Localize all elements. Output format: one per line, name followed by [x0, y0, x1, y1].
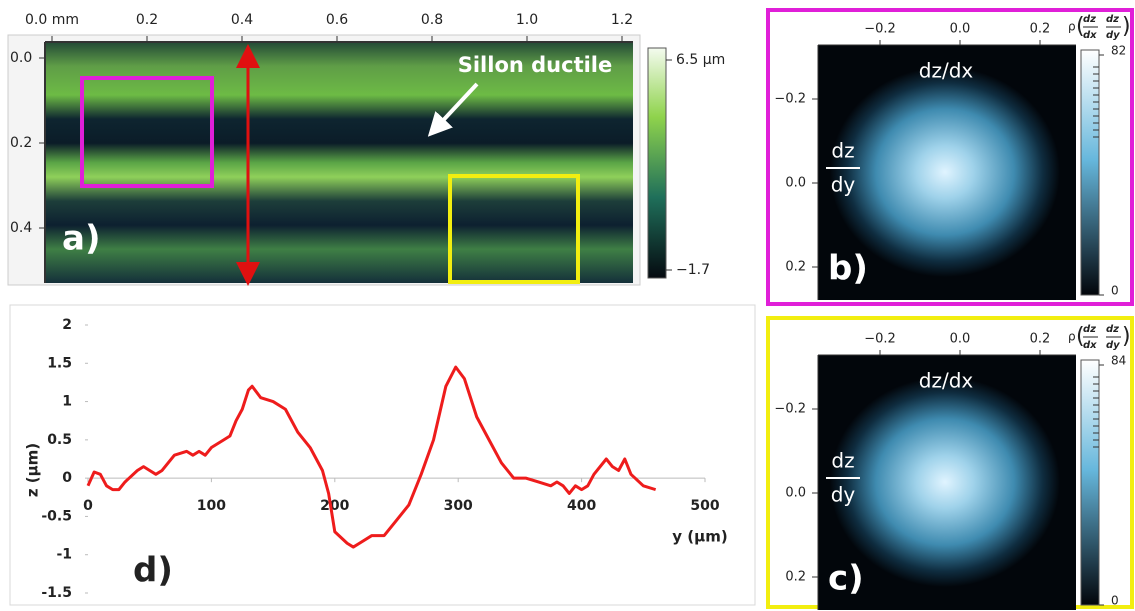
panel-label: c): [828, 559, 864, 599]
panel-frame: [9, 304, 756, 606]
axis-title: dy: [831, 173, 856, 197]
colorbar-title: ρ: [1068, 20, 1076, 34]
x-tick-label: 500: [690, 498, 719, 514]
y-tick-label: 0.0: [10, 50, 32, 66]
y-tick-label: 0.2: [785, 260, 806, 275]
heatmap-blob: [830, 377, 1060, 587]
y-tick-label: 0.2: [785, 570, 806, 585]
x-tick-label: 0.0: [950, 22, 971, 37]
axis-title: y (µm): [672, 528, 727, 546]
x-tick-label: 0.2: [1030, 22, 1051, 37]
x-tick-label: 0.8: [421, 12, 443, 28]
y-tick-label: 1: [62, 394, 72, 410]
panel-label: d): [133, 551, 173, 591]
height-map: [45, 42, 633, 283]
x-tick-label: 1.2: [611, 12, 633, 28]
paren: ): [1122, 14, 1131, 39]
y-tick-label: 1.5: [47, 355, 72, 371]
y-tick-label: -1: [56, 547, 72, 563]
y-tick-label: 0.0: [785, 486, 806, 501]
annotation: Sillon ductile: [458, 53, 613, 77]
x-tick-label: 0.6: [326, 12, 348, 28]
y-tick-label: 2: [62, 317, 72, 333]
colorbar-label: 0: [1111, 284, 1119, 298]
colorbar-title: ρ: [1068, 330, 1076, 344]
axis-title: dy: [831, 483, 856, 507]
colorbar-title: dy: [1106, 30, 1120, 41]
x-tick-label: −0.2: [864, 332, 896, 347]
heatmap-blob: [830, 67, 1060, 277]
x-tick-label: 0.2: [136, 12, 158, 28]
paren: (: [1076, 324, 1085, 349]
y-tick-label: 0: [62, 470, 72, 486]
x-tick-label: 0.0 mm: [25, 12, 79, 28]
colorbar-label: 6.5 µm: [676, 52, 725, 68]
y-tick-label: −0.2: [774, 402, 806, 417]
colorbar: [1080, 359, 1100, 606]
panel-label: b): [828, 249, 868, 289]
paren: ): [1122, 324, 1131, 349]
x-tick-label: 300: [444, 498, 473, 514]
panel-a: Sillon ductile a): [7, 34, 667, 286]
x-tick-label: 0.2: [1030, 332, 1051, 347]
x-tick-label: −0.2: [864, 22, 896, 37]
y-tick-label: 0.2: [10, 135, 32, 151]
colorbar: [647, 47, 667, 279]
x-tick-label: 200: [320, 498, 349, 514]
y-tick-label: 0.0: [785, 176, 806, 191]
y-tick-label: 0.5: [47, 432, 72, 448]
x-tick-label: 1.0: [516, 12, 538, 28]
axis-title: dz: [831, 449, 854, 473]
x-tick-label: 400: [567, 498, 596, 514]
y-tick-label: −0.2: [774, 92, 806, 107]
x-tick-label: 0: [83, 498, 93, 514]
colorbar-label: 0: [1111, 594, 1119, 608]
colorbar: [1080, 49, 1100, 296]
colorbar-label: −1.7: [676, 262, 710, 278]
colorbar-title: dx: [1083, 340, 1097, 351]
paren: (: [1076, 14, 1085, 39]
x-tick-label: 100: [197, 498, 226, 514]
colorbar-title: dx: [1083, 30, 1097, 41]
axis-title: dz/dx: [919, 59, 974, 83]
region-box: [80, 76, 214, 188]
axis-title: z (µm): [24, 443, 42, 497]
y-tick-label: 0.4: [10, 220, 32, 236]
region-box: [448, 174, 580, 284]
x-tick-label: 0.0: [950, 332, 971, 347]
x-tick-label: 0.4: [231, 12, 253, 28]
colorbar-label: 82: [1111, 44, 1126, 58]
y-tick-label: -0.5: [41, 508, 72, 524]
arrow: [427, 82, 479, 137]
axis-title: dz: [831, 139, 854, 163]
data-line: [86, 365, 657, 549]
colorbar-title: dz: [1083, 324, 1096, 335]
axis-title: dz/dx: [919, 369, 974, 393]
panel-label: a): [62, 219, 100, 259]
colorbar-title: dy: [1106, 340, 1120, 351]
colorbar-label: 84: [1111, 354, 1126, 368]
colorbar-title: dz: [1083, 14, 1096, 25]
y-tick-label: -1.5: [41, 585, 72, 601]
colorbar-title: dz: [1106, 14, 1119, 25]
colorbar-title: dz: [1106, 324, 1119, 335]
